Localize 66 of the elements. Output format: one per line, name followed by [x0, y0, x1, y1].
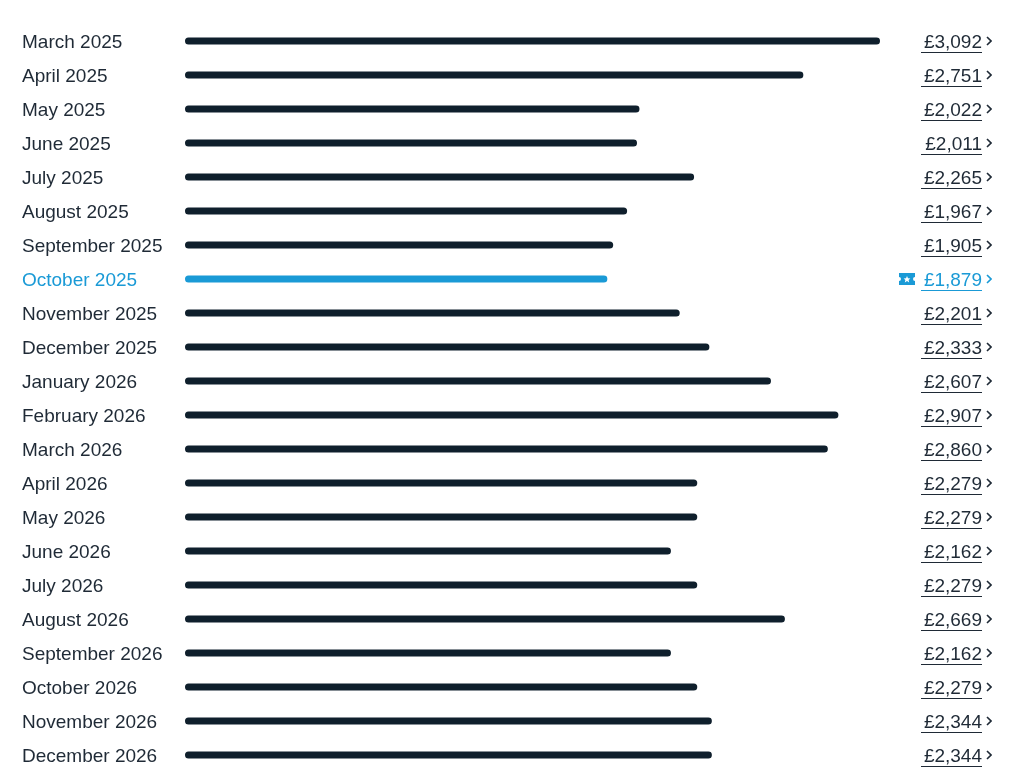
bar: [185, 241, 614, 249]
y-tick-label: August 2026: [22, 608, 129, 630]
y-tick-label: January 2026: [22, 370, 138, 392]
bar: [185, 513, 698, 521]
data-label: £2,011: [925, 132, 982, 154]
y-tick-label: June 2026: [22, 540, 111, 562]
data-label: £1,905: [923, 234, 982, 256]
y-tick-label: October 2026: [22, 676, 138, 698]
y-tick-label: June 2025: [22, 132, 111, 154]
data-label: £2,022: [923, 98, 982, 120]
bar: [185, 309, 680, 317]
data-label: £2,162: [923, 642, 982, 664]
data-label: £2,279: [923, 472, 982, 494]
y-tick-label: December 2026: [22, 744, 158, 766]
y-tick-label: July 2026: [22, 574, 104, 596]
y-tick-label: August 2025: [22, 200, 129, 222]
y-tick-label: March 2026: [22, 438, 123, 460]
bar: [185, 479, 698, 487]
data-label: £3,092: [923, 30, 982, 52]
bar: [185, 105, 640, 113]
bar: [185, 649, 671, 657]
data-label: £2,279: [923, 574, 982, 596]
data-label: £2,344: [923, 744, 983, 766]
data-label: £2,201: [923, 302, 982, 324]
bar: [185, 37, 880, 45]
bar: [185, 717, 712, 725]
bar: [185, 275, 608, 283]
data-label: £2,279: [923, 676, 982, 698]
y-tick-label: September 2026: [22, 642, 163, 664]
bar: [185, 139, 638, 147]
bar: [185, 343, 710, 351]
data-label: £2,751: [923, 64, 982, 86]
data-label: £2,860: [923, 438, 982, 460]
bar: [185, 445, 828, 453]
data-label: £2,669: [923, 608, 982, 630]
y-tick-label: July 2025: [22, 166, 104, 188]
y-tick-label: December 2025: [22, 336, 158, 358]
y-tick-label: April 2026: [22, 472, 108, 494]
data-label: £2,162: [923, 540, 982, 562]
y-tick-label: November 2026: [22, 710, 158, 732]
y-tick-label: May 2025: [22, 98, 106, 120]
data-label: £1,967: [923, 200, 982, 222]
y-tick-label: November 2025: [22, 302, 158, 324]
y-tick-label: February 2026: [22, 404, 146, 426]
bar: [185, 207, 628, 215]
bar: [185, 411, 839, 419]
bar: [185, 377, 771, 385]
data-label: £2,344: [923, 710, 983, 732]
y-tick-label: April 2025: [22, 64, 108, 86]
bar: [185, 581, 698, 589]
data-label: £2,265: [923, 166, 982, 188]
bar: [185, 173, 695, 181]
y-tick-label: September 2025: [22, 234, 163, 256]
y-tick-label: October 2025: [22, 268, 138, 290]
bar: [185, 683, 698, 691]
bar: [185, 547, 671, 555]
data-label: £2,333: [923, 336, 982, 358]
data-label: £2,279: [923, 506, 982, 528]
bar: [185, 71, 804, 79]
data-label: £2,907: [923, 404, 982, 426]
y-tick-label: March 2025: [22, 30, 123, 52]
data-label: £2,607: [923, 370, 982, 392]
bar: [185, 751, 712, 759]
bar: [185, 615, 785, 623]
y-tick-label: May 2026: [22, 506, 106, 528]
data-label: £1,879: [923, 268, 982, 290]
